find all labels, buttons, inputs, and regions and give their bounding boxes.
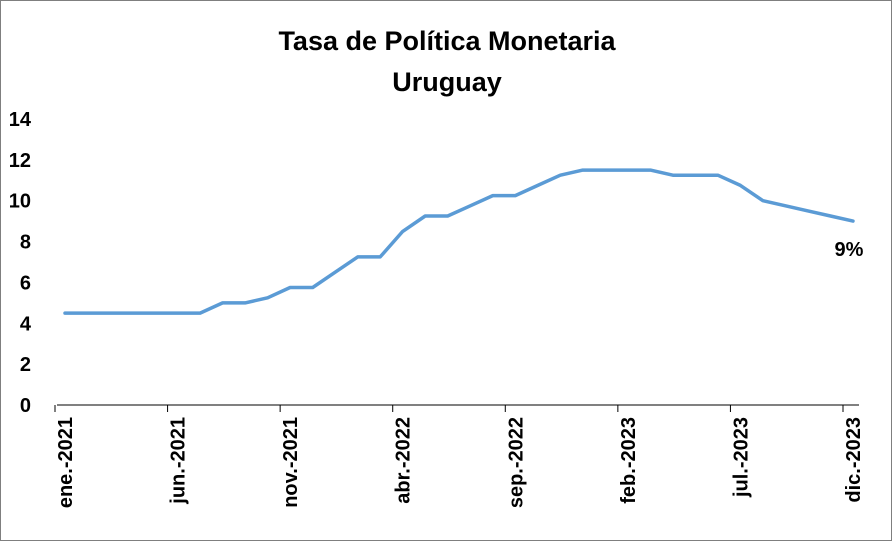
x-tick-label: ene.-2021 — [55, 417, 77, 508]
x-tick-label: abr.-2022 — [393, 417, 415, 504]
y-tick-label: 4 — [20, 313, 32, 335]
x-tick-label: nov.-2021 — [280, 417, 302, 508]
y-tick-label: 10 — [9, 191, 31, 213]
data-label-last: 9% — [835, 239, 864, 261]
x-tick-label: feb.-2023 — [618, 417, 640, 504]
x-axis: ene.-2021 jun.-2021 nov.-2021 abr.-2022 sep.… — [54, 404, 865, 508]
chart-title: Tasa de Política Monetaria — [278, 26, 616, 56]
series-line — [63, 168, 855, 315]
x-tick-label: jul.-2023 — [730, 417, 752, 498]
series-layer — [63, 168, 855, 315]
x-tick-label: dic.-2023 — [843, 417, 865, 503]
chart-subtitle: Uruguay — [392, 67, 502, 97]
y-tick-label: 2 — [20, 354, 31, 376]
y-tick-label: 12 — [9, 150, 31, 172]
x-tick-label: sep.-2022 — [505, 417, 527, 508]
annotation-layer: 9% — [835, 239, 864, 261]
y-tick-label: 0 — [20, 395, 31, 417]
y-axis: 0 2 4 6 8 10 12 14 — [9, 109, 32, 417]
y-tick-label: 6 — [20, 272, 31, 294]
y-tick-label: 14 — [9, 109, 32, 131]
x-tick-label: jun.-2021 — [168, 417, 190, 505]
y-tick-label: 8 — [20, 232, 31, 254]
